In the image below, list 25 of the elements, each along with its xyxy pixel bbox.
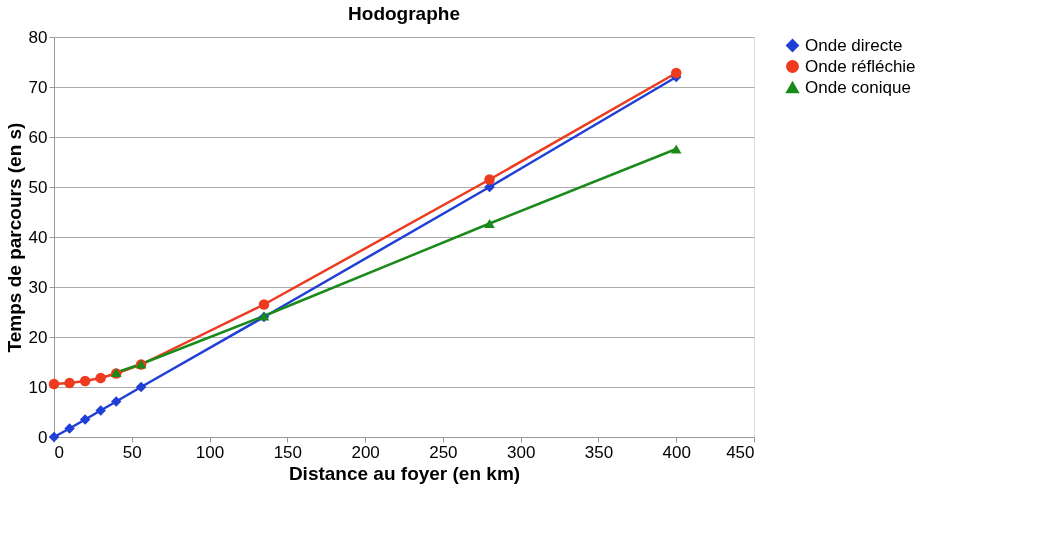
x-tick-label: 350	[584, 442, 614, 462]
y-axis-title: Temps de parcours (en s)	[3, 122, 25, 353]
y-tick-label: 20	[28, 327, 48, 347]
x-tick-label: 250	[429, 442, 458, 462]
y-tick-label: 40	[28, 227, 48, 247]
x-tick-label: 0	[54, 442, 64, 462]
y-tick-label: 0	[38, 427, 48, 447]
y-tick-label: 10	[28, 377, 48, 397]
x-tick-label: 450	[726, 442, 755, 462]
x-tick-label: 50	[122, 442, 142, 462]
legend-label: Onde conique	[805, 77, 911, 97]
x-tick-label: 400	[662, 442, 691, 462]
legend-label: Onde réfléchie	[805, 56, 916, 76]
y-tick-label: 80	[28, 27, 48, 47]
x-tick-label: 200	[351, 442, 380, 462]
x-tick-label: 150	[273, 442, 303, 462]
y-tick-label: 60	[28, 127, 48, 147]
y-tick-label: 70	[28, 77, 48, 97]
x-tick-label: 100	[195, 442, 225, 462]
x-axis-title: Distance au foyer (en km)	[288, 462, 521, 484]
y-tick-label: 30	[28, 277, 48, 297]
x-tick-label: 300	[506, 442, 536, 462]
legend-label: Onde directe	[805, 35, 903, 55]
chart-title: Hodographe	[348, 3, 460, 24]
y-tick-label: 50	[28, 177, 48, 197]
